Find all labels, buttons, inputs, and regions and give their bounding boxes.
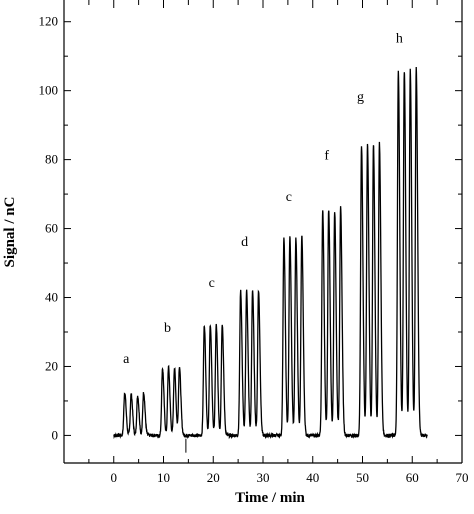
x-tick-label: 0 — [111, 470, 118, 485]
x-axis-title: Time / min — [235, 490, 305, 506]
peak-group-label: d — [241, 235, 248, 250]
y-tick-label: 100 — [39, 83, 59, 98]
peak-group-label: f — [324, 149, 329, 164]
peak-group-label: g — [357, 90, 364, 105]
x-tick-label: 20 — [207, 470, 220, 485]
peak-group-label: c — [286, 190, 292, 205]
y-tick-label: 60 — [45, 221, 58, 236]
y-tick-label: 40 — [45, 290, 58, 305]
y-tick-label: 80 — [45, 152, 58, 167]
peak-group-label: h — [396, 31, 403, 46]
y-tick-label: 20 — [45, 358, 58, 373]
peak-group-label: a — [123, 352, 130, 367]
x-tick-label: 70 — [456, 470, 469, 485]
y-tick-label: 0 — [52, 427, 59, 442]
x-tick-label: 10 — [157, 470, 170, 485]
y-tick-label: 120 — [39, 14, 59, 29]
y-axis-title: Signal / nC — [2, 197, 18, 268]
x-tick-label: 60 — [406, 470, 419, 485]
x-tick-label: 40 — [306, 470, 319, 485]
peak-group-label: c — [209, 276, 215, 291]
peak-group-label: b — [164, 321, 171, 336]
x-tick-label: 30 — [257, 470, 270, 485]
x-tick-label: 50 — [356, 470, 369, 485]
